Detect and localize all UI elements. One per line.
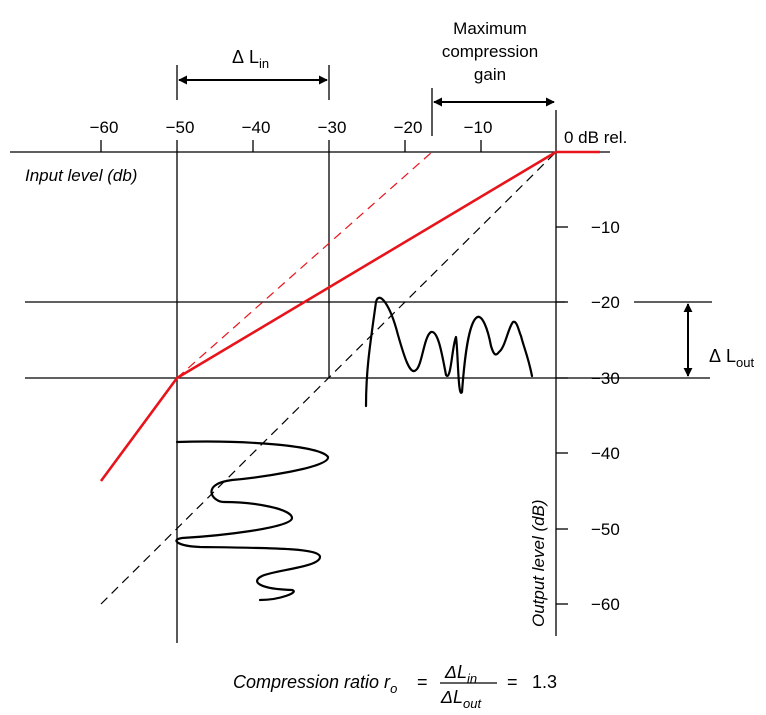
- tick-label-out-minus50: −50: [591, 520, 620, 539]
- compression-curve: [99, 150, 600, 482]
- tick-label-out-minus20: −20: [591, 293, 620, 312]
- top-axis-ticks: [100, 140, 482, 152]
- tick-label-out-minus40: −40: [591, 444, 620, 463]
- tick-label-minus20: −20: [394, 118, 423, 137]
- formula-denominator: ΔLout: [440, 687, 483, 711]
- output-axis-title: Output level (dB): [529, 499, 548, 627]
- tick-label-minus40: −40: [242, 118, 271, 137]
- svg-text:compression: compression: [442, 42, 538, 61]
- formula-equals-2: =: [507, 672, 518, 692]
- input-axis-title: Input level (db): [25, 166, 137, 185]
- right-axis-tick-labels: −10 −20 −30 −40 −50 −60: [591, 218, 620, 614]
- svg-text:gain: gain: [474, 65, 506, 84]
- tick-label-minus30: −30: [318, 118, 347, 137]
- extension-dashed-red-line: [176, 151, 433, 379]
- output-spectrum-waveform: [364, 296, 534, 408]
- max-gain-label: Maximum compression gain: [442, 19, 538, 84]
- formula-equals-1: =: [417, 672, 428, 692]
- tick-label-out-minus10: −10: [591, 218, 620, 237]
- tick-label-minus60: −60: [90, 118, 119, 137]
- top-axis-tick-labels: −60 −50 −40 −30 −20 −10 0 dB rel.: [90, 118, 628, 147]
- input-spectrum-waveform: [175, 440, 330, 602]
- delta-lin-label: Δ Lin: [232, 47, 269, 71]
- delta-lout-label: Δ Lout: [709, 346, 755, 370]
- tick-label-out-minus30: −30: [591, 369, 620, 388]
- svg-text:Maximum: Maximum: [453, 19, 527, 38]
- tick-label-minus10: −10: [464, 118, 493, 137]
- tick-label-out-minus60: −60: [591, 595, 620, 614]
- zero-db-label: 0 dB rel.: [564, 128, 627, 147]
- right-axis-ticks: [556, 226, 568, 605]
- unity-gain-dashed-line: [100, 151, 557, 605]
- compression-ratio-formula: Compression ratio ro = ΔLin ΔLout = 1.3: [233, 662, 557, 711]
- formula-prefix: Compression ratio ro: [233, 672, 397, 696]
- tick-label-minus50: −50: [166, 118, 195, 137]
- formula-value: 1.3: [532, 672, 557, 692]
- formula-numerator: ΔLin: [444, 662, 477, 686]
